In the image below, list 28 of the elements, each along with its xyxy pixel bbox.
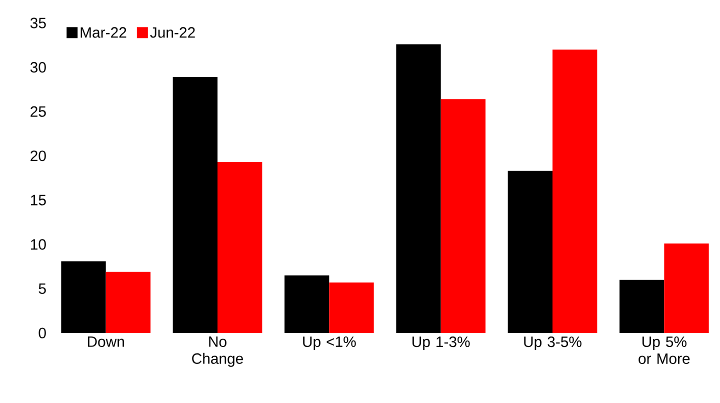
x-tick-label: Up 3-5% (524, 336, 582, 350)
bar (61, 261, 106, 333)
y-tick-label: 5 (38, 284, 46, 294)
x-tick-label: Up 5% or More (638, 336, 690, 364)
x-tick-label: Up <1% (303, 336, 356, 350)
bar (440, 99, 486, 333)
y-tick-label: 35 (30, 18, 46, 28)
legend-label: Jun-22 (150, 27, 195, 38)
y-tick-label: 25 (30, 106, 46, 117)
bar (172, 77, 218, 333)
y-tick-label: 20 (30, 150, 46, 162)
bar (620, 280, 664, 333)
y-tick-label: 0 (38, 328, 46, 338)
bar (396, 44, 441, 333)
x-tick-label: No Change (192, 336, 243, 367)
bar (552, 50, 598, 333)
y-tick-label: 10 (31, 239, 46, 250)
y-tick-label: 15 (31, 194, 46, 206)
bar (664, 244, 709, 333)
y-tick-label: 30 (30, 62, 46, 73)
bar (329, 282, 374, 333)
x-tick-label: Down (88, 336, 124, 347)
legend-label: Mar-22 (80, 27, 126, 38)
bar (284, 275, 330, 333)
bar (106, 272, 151, 333)
x-tick-label: Up 1-3% (412, 336, 470, 350)
bar (508, 170, 553, 333)
bar (218, 162, 262, 333)
